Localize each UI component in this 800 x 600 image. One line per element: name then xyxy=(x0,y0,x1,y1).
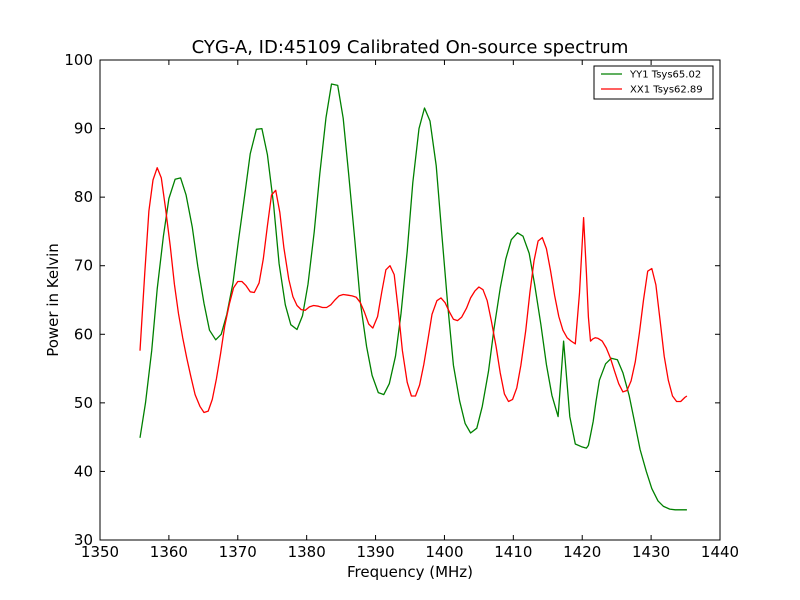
y-tick-label: 100 xyxy=(64,51,93,69)
x-tick-label: 1390 xyxy=(356,543,394,561)
y-tick-label: 50 xyxy=(74,394,93,412)
legend-box xyxy=(593,65,714,100)
x-tick-label: 1420 xyxy=(563,543,601,561)
plot-frame xyxy=(99,59,721,541)
y-tick-label: 90 xyxy=(74,120,93,138)
x-tick-label: 1410 xyxy=(494,543,532,561)
x-tick-label: 1440 xyxy=(701,543,739,561)
x-tick-label: 1370 xyxy=(219,543,257,561)
chart-title: CYG-A, ID:45109 Calibrated On-source spe… xyxy=(192,37,629,58)
x-tick-label: 1350 xyxy=(81,543,119,561)
y-axis-title: Power in Kelvin xyxy=(44,243,62,357)
x-tick-label: 1380 xyxy=(288,543,326,561)
legend-label-xx1: XX1 Tsys62.89 xyxy=(630,85,703,96)
legend-label-yy1: YY1 Tsys65.02 xyxy=(629,70,701,81)
x-tick-label: 1360 xyxy=(150,543,188,561)
y-tick-label: 30 xyxy=(74,531,93,549)
plot-lines xyxy=(139,83,688,511)
y-tick-label: 60 xyxy=(74,325,93,343)
series-line-1 xyxy=(139,167,688,414)
x-axis-title: Frequency (MHz) xyxy=(347,563,473,581)
y-tick-label: 70 xyxy=(74,257,93,275)
legend: YY1 Tsys65.02 XX1 Tsys62.89 xyxy=(593,65,714,100)
x-tick-label: 1400 xyxy=(425,543,463,561)
axis-ticks: 1350 1360 1370 1380 1390 1400 1410 1420 1430 1440… xyxy=(64,51,739,561)
series-line-0 xyxy=(139,83,687,511)
y-tick-label: 40 xyxy=(74,462,93,480)
x-tick-label: 1430 xyxy=(632,543,670,561)
y-tick-label: 80 xyxy=(74,188,93,206)
